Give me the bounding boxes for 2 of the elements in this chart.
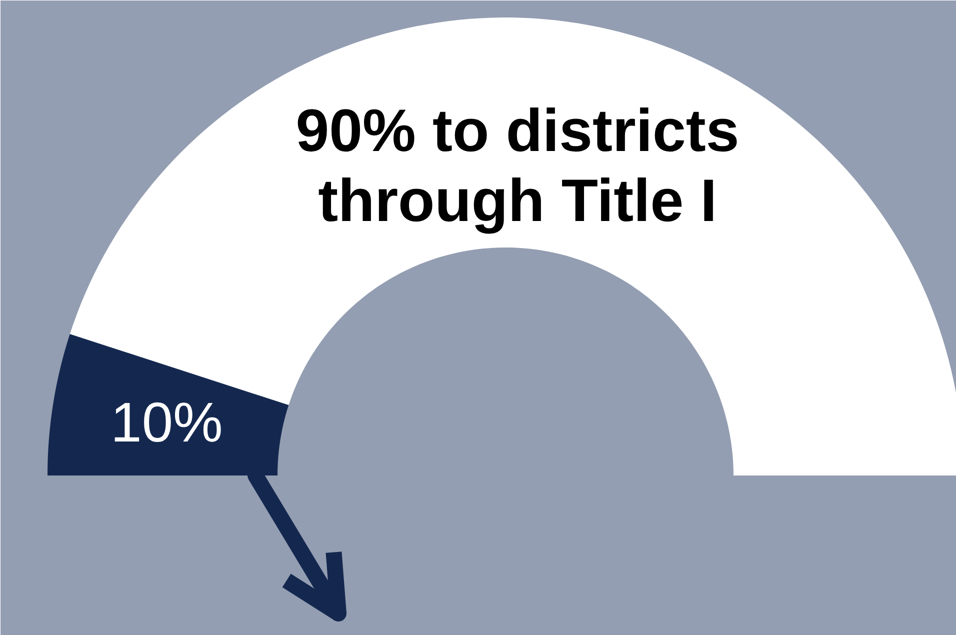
text: 90% to districts through Title I (296, 97, 740, 234)
text: 10% (110, 390, 223, 454)
